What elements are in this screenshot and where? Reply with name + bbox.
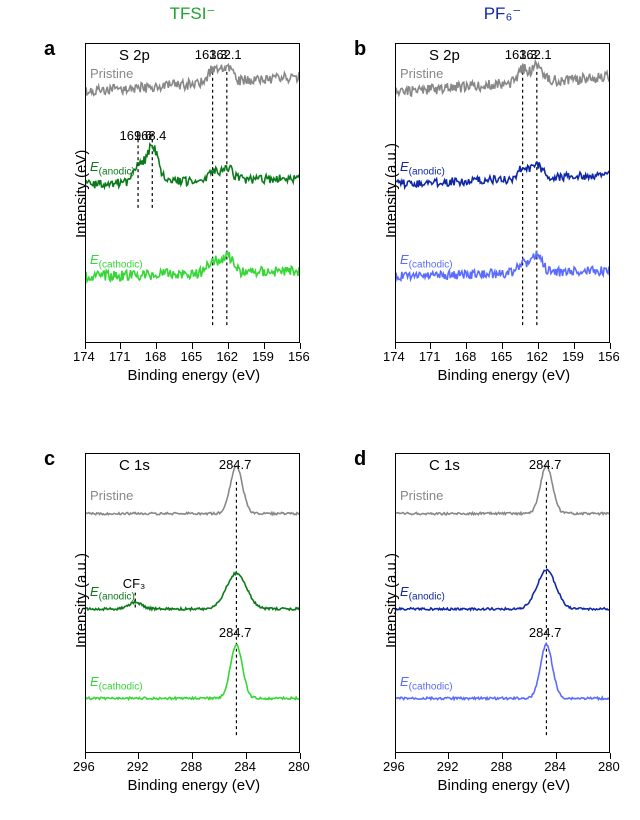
- column-header-pf6: PF₆⁻: [395, 4, 610, 24]
- panel-letter-c: c: [44, 448, 55, 471]
- region-label: S 2p: [429, 47, 460, 64]
- plot-frame: [85, 43, 300, 343]
- x-tick-label: 159: [562, 349, 584, 364]
- y-axis-label: Intensity (eV): [73, 150, 90, 238]
- series-label-E_cathodic: E(cathodic): [400, 674, 453, 693]
- x-axis-label: Binding energy (eV): [438, 367, 571, 384]
- x-tick-label: 165: [491, 349, 513, 364]
- peak-label: 162.1: [519, 47, 552, 62]
- x-tick-label: 162: [216, 349, 238, 364]
- x-axis-label: Binding energy (eV): [128, 367, 261, 384]
- series-label-E_cathodic: E(cathodic): [90, 252, 143, 271]
- panel-c: cC 1s284.7284.7CF₃PristineE(anodic)E(cat…: [30, 438, 310, 798]
- x-axis-label: Binding energy (eV): [128, 777, 261, 794]
- spectrum-svg: [86, 44, 299, 342]
- x-tick-label: 168: [455, 349, 477, 364]
- x-tick-label: 168: [145, 349, 167, 364]
- peak-label: 162.1: [209, 47, 242, 62]
- x-tick-label: 165: [181, 349, 203, 364]
- x-tick-label: 280: [288, 759, 310, 774]
- series-label-E_cathodic: E(cathodic): [400, 252, 453, 271]
- panel-letter-b: b: [354, 38, 366, 61]
- series-label-Pristine: Pristine: [90, 66, 133, 81]
- x-tick-label: 288: [491, 759, 513, 774]
- series-label-E_anodic: E(anodic): [90, 159, 135, 178]
- peak-label: 284.7: [219, 625, 252, 640]
- region-label: S 2p: [119, 47, 150, 64]
- y-axis-label: Intensity (a.u.): [73, 553, 90, 648]
- series-label-E_anodic: E(anodic): [400, 159, 445, 178]
- panel-d: d C 1s 284.7 284.7 Pristine E(anodic) E(cathod…: [340, 438, 620, 798]
- x-tick-label: 171: [419, 349, 441, 364]
- panel-letter-a: a: [44, 38, 55, 61]
- x-tick-label: 296: [383, 759, 405, 774]
- panel-letter-d: d: [354, 448, 366, 471]
- peak-label: 168.4: [134, 128, 167, 143]
- x-tick-label: 296: [73, 759, 95, 774]
- x-tick-label: 284: [544, 759, 566, 774]
- region-label: C 1s: [119, 457, 150, 474]
- series-label-Pristine: Pristine: [90, 488, 133, 503]
- figure-container: TFSI⁻ PF₆⁻ aS 2p163.3162.1169.6168.4Pris…: [0, 0, 640, 820]
- spectrum-svg: [396, 44, 609, 342]
- x-tick-label: 292: [437, 759, 459, 774]
- x-tick-label: 292: [127, 759, 149, 774]
- series-label-E_anodic: E(anodic): [90, 584, 135, 603]
- series-label-Pristine: Pristine: [400, 66, 443, 81]
- column-header-tfsi: TFSI⁻: [85, 4, 300, 24]
- x-tick-label: 156: [288, 349, 310, 364]
- y-axis-label: Intensity (a.u.): [383, 143, 400, 238]
- x-axis-label: Binding energy (eV): [438, 777, 571, 794]
- panel-b: bS 2p163.3162.1PristineE(anodic)E(cathod…: [340, 28, 620, 388]
- peak-label: 284.7: [529, 457, 562, 472]
- region-label: C 1s: [429, 457, 460, 474]
- series-label-E_anodic: E(anodic): [400, 584, 445, 603]
- x-tick-label: 171: [109, 349, 131, 364]
- plot-frame: [395, 43, 610, 343]
- x-tick-label: 174: [73, 349, 95, 364]
- x-tick-label: 288: [181, 759, 203, 774]
- x-tick-label: 280: [598, 759, 620, 774]
- x-tick-label: 174: [383, 349, 405, 364]
- x-tick-label: 159: [252, 349, 274, 364]
- peak-label: 284.7: [529, 625, 562, 640]
- series-label-E_cathodic: E(cathodic): [90, 674, 143, 693]
- y-axis-label: Intensity (a.u.): [383, 553, 400, 648]
- x-tick-label: 156: [598, 349, 620, 364]
- peak-label: 284.7: [219, 457, 252, 472]
- series-label-Pristine: Pristine: [400, 488, 443, 503]
- panel-a: aS 2p163.3162.1169.6168.4PristineE(anodi…: [30, 28, 310, 388]
- x-tick-label: 284: [234, 759, 256, 774]
- x-tick-label: 162: [526, 349, 548, 364]
